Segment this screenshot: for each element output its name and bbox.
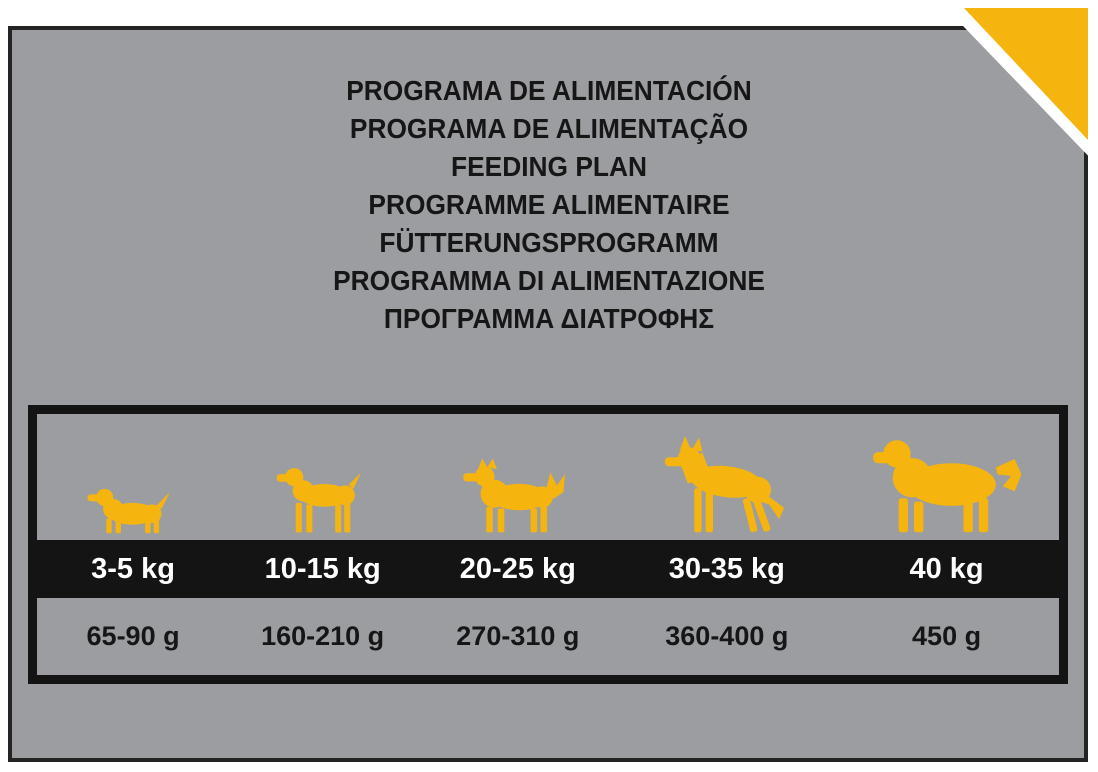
weight-cell-4: 30-35 kg xyxy=(668,552,785,585)
weight-cell-1: 3-5 kg xyxy=(91,552,175,585)
amount-cell-3: 270-310 g xyxy=(456,621,580,651)
giant-dog-icon xyxy=(872,440,1022,533)
dog-cell-2 xyxy=(229,414,416,540)
weight-band-row: 3-5 kg 10-15 kg 20-25 kg 30-35 kg 40 kg xyxy=(37,540,1059,598)
title-french: PROGRAMME ALIMENTAIRE xyxy=(368,189,730,220)
small-dog-icon xyxy=(87,488,171,534)
weight-cell-3: 20-25 kg xyxy=(459,552,576,585)
amount-cell-4: 360-400 g xyxy=(665,621,789,651)
dog-cell-4 xyxy=(620,414,835,540)
title-block: PROGRAMA DE ALIMENTACIÓN PROGRAMA DE ALI… xyxy=(33,72,1065,338)
german-shepherd-dog-icon xyxy=(665,436,785,533)
title-english: FEEDING PLAN xyxy=(451,151,647,182)
title-portuguese: PROGRAMA DE ALIMENTAÇÃO xyxy=(349,113,749,144)
feeding-table: 3-5 kg 10-15 kg 20-25 kg 30-35 kg 40 kg … xyxy=(28,405,1068,684)
amount-cell-1: 65-90 g xyxy=(86,621,180,651)
dog-cell-3 xyxy=(416,414,619,540)
dog-cell-5 xyxy=(834,414,1059,540)
title-italian: PROGRAMMA DI ALIMENTAZIONE xyxy=(333,265,765,296)
weight-cell-5: 40 kg xyxy=(909,552,984,585)
amount-cell-2: 160-210 g xyxy=(261,621,385,651)
amount-row: 65-90 g 160-210 g 270-310 g 360-400 g 45… xyxy=(37,598,1059,675)
dog-cell-1 xyxy=(37,414,229,540)
dog-size-row xyxy=(37,414,1059,540)
title-spanish: PROGRAMA DE ALIMENTACIÓN xyxy=(346,75,752,106)
medium-dog-icon xyxy=(277,468,362,533)
weight-cell-2: 10-15 kg xyxy=(264,552,381,585)
collie-dog-icon xyxy=(463,458,566,533)
title-greek: ΠΡΟΓΡΑΜΜΑ ΔΙΑΤΡΟΦΗΣ xyxy=(383,303,715,334)
title-german: FÜTTERUNGSPROGRAMM xyxy=(379,227,719,258)
amount-cell-5: 450 g xyxy=(912,621,982,651)
